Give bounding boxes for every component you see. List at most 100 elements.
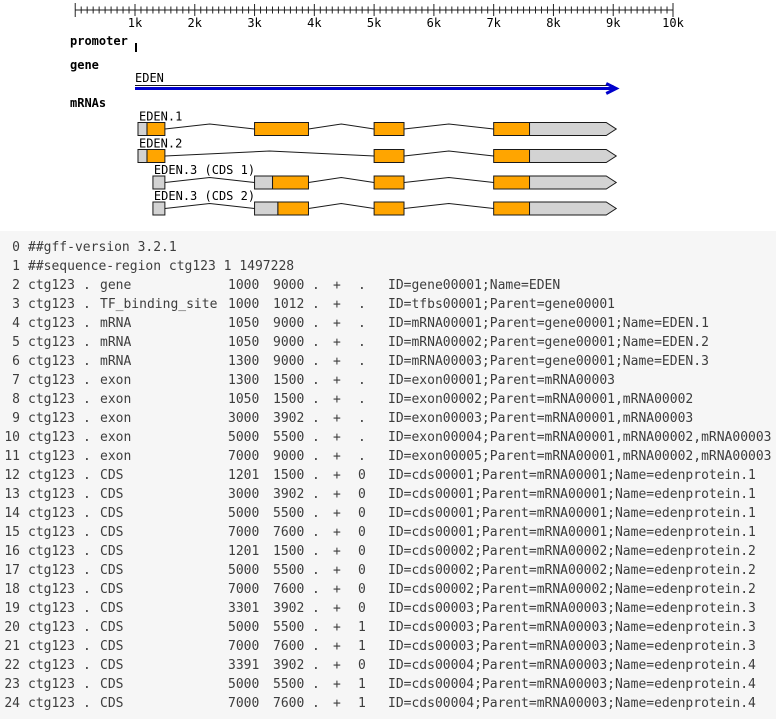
gff-strand: + [333,354,341,369]
gff-strand: + [333,316,341,331]
gff-attributes: ID=cds00002;Parent=mRNA00002;Name=edenpr… [388,544,756,559]
gff-row: 1 ##sequence-region ctg123 1 1497228 [0,257,776,276]
gff-strand: + [333,297,341,312]
gff-end: 3902 [273,487,305,502]
gff-seqid: ctg123 [28,487,75,502]
three-prime-utr-arrow [529,175,618,190]
transcript-2: EDEN.2 [137,137,618,163]
gff-line-number: 5 [12,335,20,350]
intron-line [308,123,375,130]
gff-row: 5 ctg123. mRNA 1050 9000. +. ID=mRNA00002;Pare… [0,333,776,352]
gff-row: 12 ctg123. CDS 1201 1500. +0 ID=cds00001;Paren… [0,466,776,485]
gff-phase: . [358,354,366,369]
gff-row: 24 ctg123. CDS 7000 7600. +1 ID=cds00004;Paren… [0,694,776,713]
gff-end: 9000 [273,316,305,331]
gff-phase: 1 [358,677,366,692]
gff-start: 1050 [228,316,260,331]
gff-strand: + [333,449,341,464]
gff-line-number: 16 [4,544,20,559]
gff-strand: + [333,335,341,350]
gff-phase: . [358,430,366,445]
gff-end: 1500 [273,544,305,559]
gff-strand: + [333,696,341,711]
gff-line-number: 19 [4,601,20,616]
gff-score: . [312,677,320,692]
gff-seqid: ctg123 [28,468,75,483]
gff-phase: . [358,449,366,464]
gff-phase: 1 [358,696,366,711]
gff-attributes: ID=exon00005;Parent=mRNA00001,mRNA00002,… [388,449,772,464]
gff-strand: + [333,620,341,635]
gff-seqid: ctg123 [28,601,75,616]
gff-type: mRNA [100,316,132,331]
gff-source: . [83,677,91,692]
gff-attributes: ID=cds00003;Parent=mRNA00003;Name=edenpr… [388,639,756,654]
gff-phase: . [358,335,366,350]
gff-score: . [312,620,320,635]
gff-end: 7600 [273,525,305,540]
gff-strand: + [333,601,341,616]
intron-line [164,123,255,130]
promoter-site-mark [135,43,137,52]
gff-directive: ##sequence-region ctg123 1 1497228 [28,259,295,274]
gff-source: . [83,373,91,388]
gff-seqid: ctg123 [28,506,75,521]
gff-start: 1050 [228,392,260,407]
gff-end: 7600 [273,639,305,654]
gff-score: . [312,658,320,673]
gff-strand: + [333,430,341,445]
gff-row: 15 ctg123. CDS 7000 7600. +0 ID=cds00001;Paren… [0,523,776,542]
gff-source: . [83,449,91,464]
gff-end: 9000 [273,278,305,293]
gff-phase: 0 [358,525,366,540]
gff-type: CDS [100,620,124,635]
gff-attributes: ID=mRNA00001;Parent=gene00001;Name=EDEN.… [388,316,709,331]
gff-strand: + [333,506,341,521]
gff-strand: + [333,373,341,388]
gff-line-number: 15 [4,525,20,540]
gene-track-label: gene [70,58,99,72]
gff-source: . [83,696,91,711]
gff-score: . [312,411,320,426]
gff-line-number: 18 [4,582,20,597]
cds-exon-box [373,122,405,136]
gff-end: 1500 [273,468,305,483]
gff-line-number: 7 [12,373,20,388]
gff-line-number: 2 [12,278,20,293]
gff-strand: + [333,392,341,407]
gff-start: 1050 [228,335,260,350]
gff-score: . [312,316,320,331]
gff-type: exon [100,430,132,445]
cds-exon-box [493,149,531,163]
gff-source: . [83,506,91,521]
gff-line-number: 3 [12,297,20,312]
transcript-label: EDEN.3 (CDS 2) [154,189,255,203]
intron-line [403,150,494,157]
gff-score: . [312,468,320,483]
intron-line [164,202,255,209]
gff-row: 8 ctg123. exon 1050 1500. +. ID=exon00002;Pare… [0,390,776,409]
gff-row: 22 ctg123. CDS 3391 3902. +0 ID=cds00004;Paren… [0,656,776,675]
gff-row: 2 ctg123. gene 1000 9000. +. ID=gene00001;Name… [0,276,776,295]
gff-seqid: ctg123 [28,525,75,540]
ruler-tick-label: 3k [247,16,262,30]
gff-seqid: ctg123 [28,430,75,445]
gff-start: 3000 [228,411,260,426]
gff-seqid: ctg123 [28,449,75,464]
gff-seqid: ctg123 [28,582,75,597]
gff-phase: . [358,297,366,312]
gene-arrow-head [605,82,620,95]
gff-attributes: ID=mRNA00003;Parent=gene00001;Name=EDEN.… [388,354,709,369]
gff-source: . [83,468,91,483]
cds-exon-box [493,201,531,216]
intron-line [164,176,255,183]
gff-seqid: ctg123 [28,278,75,293]
gff-row: 3 ctg123. TF_binding_site 1000 1012. +. ID=tfb… [0,295,776,314]
gff-line-number: 11 [4,449,20,464]
gff-type: TF_binding_site [100,297,218,312]
gff-score: . [312,563,320,578]
gff-type: exon [100,392,132,407]
gff-type: CDS [100,658,124,673]
ruler-tick-label: 4k [307,16,322,30]
gff-attributes: ID=gene00001;Name=EDEN [388,278,561,293]
